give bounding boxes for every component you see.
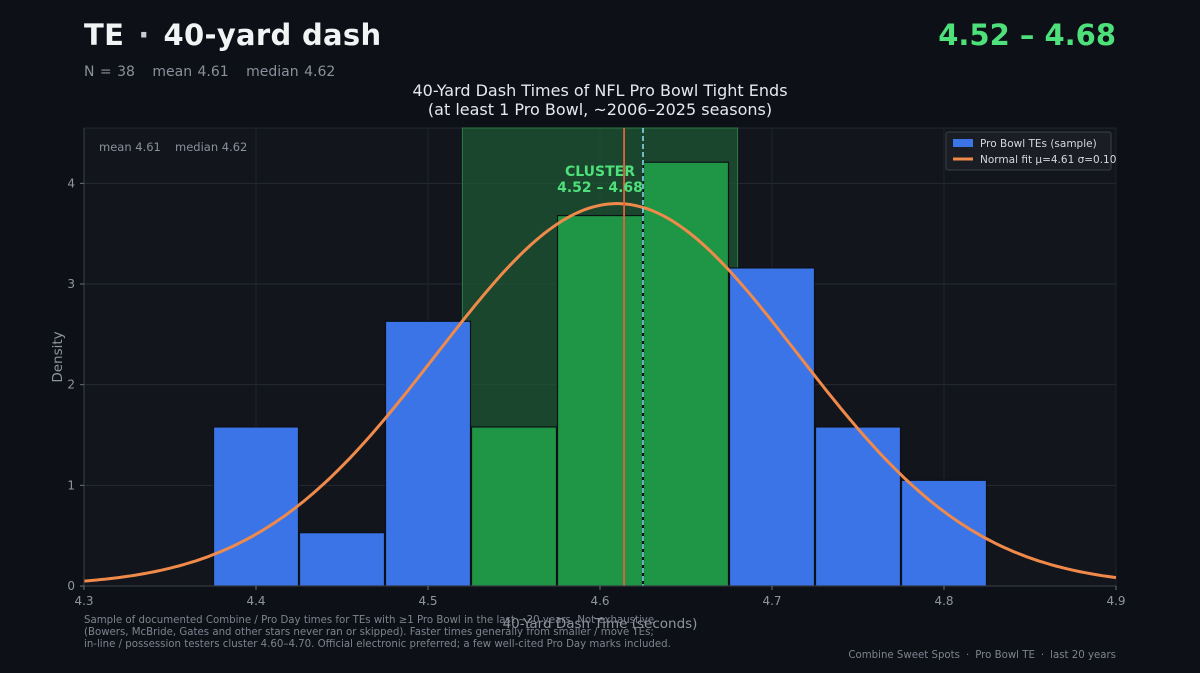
histogram-bar bbox=[900, 479, 988, 587]
chart-title: 40-Yard Dash Times of NFL Pro Bowl Tight… bbox=[412, 81, 788, 100]
legend-label: Normal fit μ=4.61 σ=0.10 bbox=[980, 154, 1116, 166]
median-stat: median 4.62 bbox=[246, 64, 336, 80]
y-tick-label: 4 bbox=[67, 176, 75, 190]
headline: TE · 40-yard dash bbox=[84, 18, 381, 52]
summary-stats: N = 38 mean 4.61 median 4.62 bbox=[84, 64, 347, 80]
credit-source: Combine Sweet Spots bbox=[848, 650, 960, 661]
sample-size: N = 38 bbox=[84, 64, 135, 80]
x-tick-label: 4.6 bbox=[590, 594, 609, 608]
histogram-bar bbox=[728, 267, 816, 587]
y-axis-label: Density bbox=[50, 331, 66, 382]
cluster-bar bbox=[470, 426, 558, 587]
histogram-bar bbox=[212, 426, 300, 587]
mean-stat: mean 4.61 bbox=[152, 64, 229, 80]
footnote: Sample of documented Combine / Pro Day t… bbox=[84, 615, 671, 651]
normal-fit-curve bbox=[83, 202, 1117, 583]
x-tick-label: 4.7 bbox=[762, 594, 781, 608]
histogram-bars bbox=[212, 161, 988, 587]
headline-separator: · bbox=[138, 18, 150, 52]
inset-median: median 4.62 bbox=[175, 140, 247, 154]
y-tick-label: 0 bbox=[67, 579, 75, 593]
position-label: TE bbox=[84, 18, 125, 52]
legend-swatch-bar bbox=[953, 139, 973, 147]
cluster-range-headline: 4.52 – 4.68 bbox=[938, 18, 1116, 52]
legend-label: Pro Bowl TEs (sample) bbox=[980, 138, 1097, 150]
histogram-bar bbox=[814, 426, 902, 587]
chart-subtitle: (at least 1 Pro Bowl, ~2006–2025 seasons… bbox=[427, 100, 773, 119]
x-tick-label: 4.8 bbox=[934, 594, 953, 608]
credit-separator: · bbox=[1040, 650, 1045, 661]
axes: 4.3 4.4 4.5 4.6 4.7 4.8 4.9 0 1 2 3 4 bbox=[67, 128, 1126, 608]
y-tick-label: 3 bbox=[67, 277, 75, 291]
cluster-label: CLUSTER bbox=[565, 164, 635, 180]
footnote-line: Sample of documented Combine / Pro Day t… bbox=[84, 615, 655, 626]
cluster-bar bbox=[556, 214, 644, 587]
cluster-bar bbox=[642, 161, 730, 587]
histogram-bar bbox=[384, 320, 472, 587]
footnote-line: in-line / possession testers cluster 4.6… bbox=[84, 639, 671, 650]
histogram-bar bbox=[298, 532, 386, 587]
inset-mean: mean 4.61 bbox=[99, 140, 161, 154]
footnote-line: (Bowers, McBride, Gates and other stars … bbox=[84, 627, 654, 638]
x-tick-label: 4.3 bbox=[74, 594, 93, 608]
credit-line: Combine Sweet Spots · Pro Bowl TE · last 20 … bbox=[848, 650, 1116, 661]
drill-label: 40-yard dash bbox=[163, 18, 382, 52]
y-tick-label: 1 bbox=[67, 478, 75, 492]
x-tick-label: 4.5 bbox=[418, 594, 437, 608]
credit-separator: · bbox=[965, 650, 970, 661]
x-axis-label: 40-Yard Dash Time (seconds) bbox=[503, 616, 698, 632]
credit-period: last 20 years bbox=[1050, 650, 1116, 661]
y-tick-label: 2 bbox=[67, 378, 75, 392]
legend-box bbox=[945, 131, 1112, 171]
legend: Pro Bowl TEs (sample) Normal fit μ=4.61 σ… bbox=[945, 131, 1116, 171]
credit-topic: Pro Bowl TE bbox=[975, 650, 1035, 661]
x-tick-label: 4.9 bbox=[1106, 594, 1125, 608]
cluster-range-label: 4.52 – 4.68 bbox=[557, 180, 643, 196]
x-tick-label: 4.4 bbox=[246, 594, 265, 608]
